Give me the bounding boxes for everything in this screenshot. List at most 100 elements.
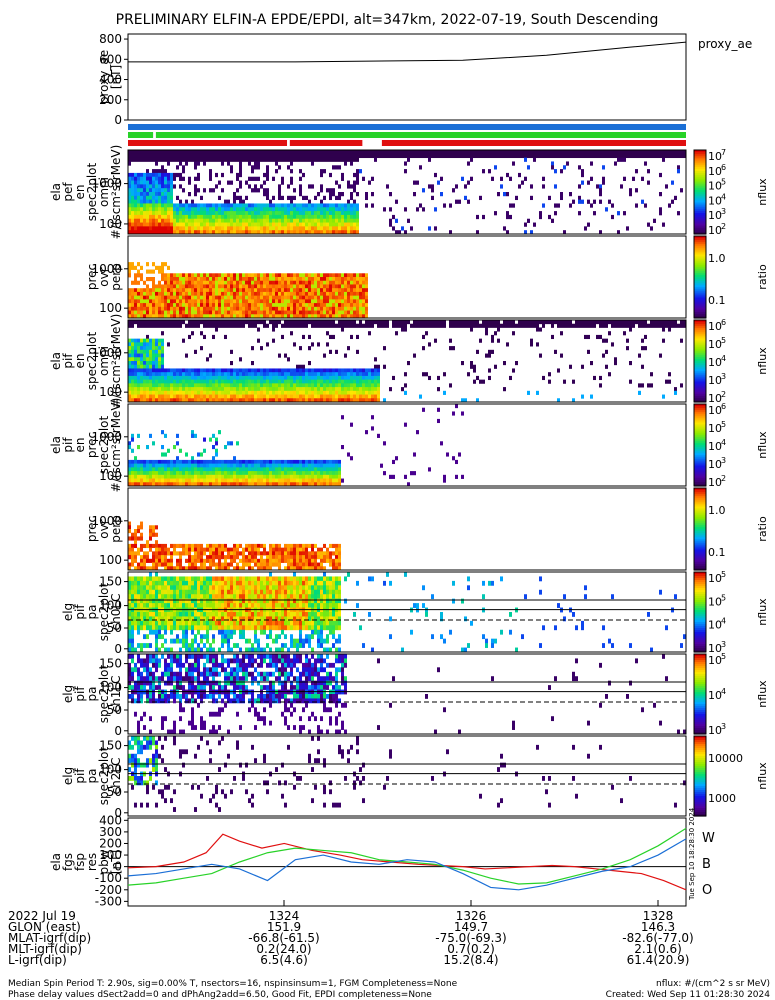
colorbar-pa_ch1 [694,706,706,709]
colorbar-epde_omni [694,187,706,191]
ytick-label-pa_ch1: 150 [99,657,122,671]
colorbar-pa_ch1 [694,654,706,657]
ylabel-pa_ch2: elg [61,767,75,785]
colorbar-pa_ch1 [694,688,706,691]
colorbar-epde_omni [694,215,706,218]
colorbar-pa_ch0 [694,572,706,575]
colorbar-frame-pa_ch1 [693,653,707,735]
colorbar-pa_ch2 [694,756,706,759]
colorbar-tick-epdi_prec: 10 [708,404,722,417]
colorbar-epde_omni [694,204,706,208]
colorbar-pa_ch0 [694,632,706,635]
colorbar-pa_ch0 [694,608,706,611]
colorbar-tick-epde_ratio: 0.1 [708,294,726,307]
frame-epde_ratio [127,235,687,319]
colorbar-pa_ch0 [694,586,706,589]
xaxis-row-value: -82.6(-77.0) [622,931,693,945]
ylabel-epdi_ratio: ovr [97,519,111,538]
colorbar-epdi_prec [694,475,706,479]
colorbar-tick-pa_ch1: 10 [708,654,722,667]
ylabel-pa_ch1: elg [61,685,75,703]
ylabel-epde_ratio: perp [109,263,123,291]
fgs-line-O [127,838,687,891]
colorbar-pa_ch0 [694,614,706,617]
colorbar-tick-exp-epdi_omni: 3 [721,372,726,381]
colorbar-epde_ratio [694,303,706,307]
colorbar-pa_ch0 [694,644,706,647]
colorbar-epde_omni [694,162,706,166]
colorbar-epdi_omni [694,346,706,350]
colorbar-tick-pa_ch2: 10000 [708,752,743,765]
ylabel-epde_ratio: ovr [97,267,111,286]
ylabel-fgs: fsp [73,853,87,871]
heatmap-cells-epdi_prec [128,404,464,487]
colorbar-pa_ch2 [694,740,706,743]
colorbar-pa_ch1 [694,682,706,685]
colorbar-epde_omni [694,196,706,199]
colorbar-pa_ch0 [694,624,706,627]
xaxis-row-label: GLON (east) [8,920,81,934]
colorbar-epde_ratio [694,307,706,311]
colorbar-pa_ch2 [694,808,706,811]
colorbar-epdi_omni [694,383,706,387]
colorbar-pa_ch2 [694,748,706,751]
colorbar-tick-exp-epde_omni: 5 [721,178,726,187]
colorbar-epde_omni [694,164,706,168]
colorbar-epde_ratio [694,258,706,262]
colorbar-epde_ratio [694,287,706,290]
colorbar-epde_omni [694,160,706,164]
colorbar-epdi_ratio [694,494,706,497]
footer-line2: Phase delay values dSect2add=0 and dPhAn… [8,990,432,1000]
colorbar-frame-pa_ch2 [693,735,707,817]
colorbar-pa_ch1 [694,702,706,705]
ylabel-epde_omni: ela [49,183,63,201]
ytick-label-epdi_ratio: 100 [99,553,122,567]
colorbar-epde_ratio [694,277,706,280]
colorbar-epdi_omni [694,344,706,348]
frame-fgs [127,817,687,907]
colorbar-pa_ch2 [694,750,706,753]
colorbar-label-epde_omni: nflux [756,178,769,206]
colorbar-epdi_omni [694,320,706,323]
colorbar-epdi_prec [694,418,706,421]
colorbar-pa_ch2 [694,736,706,739]
ytick-label-epdi_ratio: 1000 [91,514,122,528]
colorbar-epde_omni [694,200,706,204]
colorbar-tick-pa_ch0: 10 [708,595,722,608]
colorbar-tick-exp-epdi_omni: 6 [721,318,726,327]
colorbar-pa_ch0 [694,584,706,587]
colorbar-epde_ratio [694,311,706,315]
colorbar-epde_ratio [694,285,706,288]
xaxis-row-label: MLAT-igrf(dip) [8,931,91,945]
colorbar-pa_ch2 [694,762,706,765]
colorbar-epdi_prec [694,424,706,428]
colorbar-pa_ch2 [694,742,706,745]
fgs-line-B [127,827,687,886]
ytick-label-fgs: 0 [114,860,122,874]
colorbar-pa_ch0 [694,600,706,603]
colorbar-epde_omni [694,192,706,195]
colorbar-epde_ratio [694,291,706,294]
ylabel-epdi_prec: ela [49,436,63,454]
colorbar-pa_ch2 [694,800,706,803]
colorbar-pa_ch2 [694,764,706,767]
colorbar-epdi_ratio [694,533,706,536]
colorbar-epdi_ratio [694,520,706,524]
ytick-label-epde_omni: 100 [99,217,122,231]
colorbar-epde_omni [694,227,706,231]
colorbar-pa_ch0 [694,598,706,601]
colorbar-epdi_omni [694,393,706,397]
colorbar-pa_ch2 [694,778,706,781]
colorbar-pa_ch1 [694,708,706,711]
colorbar-pa_ch1 [694,678,706,681]
colorbar-pa_ch1 [694,694,706,697]
colorbar-tick-epdi_prec: 10 [708,458,722,471]
frame-epdi_ratio [127,487,687,571]
colorbar-epdi_omni [694,391,706,395]
xaxis-row-label: MLT-igrf(dip) [8,942,82,956]
colorbar-epde_ratio [694,250,706,253]
colorbar-pa_ch1 [694,710,706,713]
colorbar-pa_ch2 [694,792,706,795]
footer-line1: Median Spin Period T: 2.90s, sig=0.00% T… [8,979,458,989]
colorbar-pa_ch0 [694,640,706,643]
